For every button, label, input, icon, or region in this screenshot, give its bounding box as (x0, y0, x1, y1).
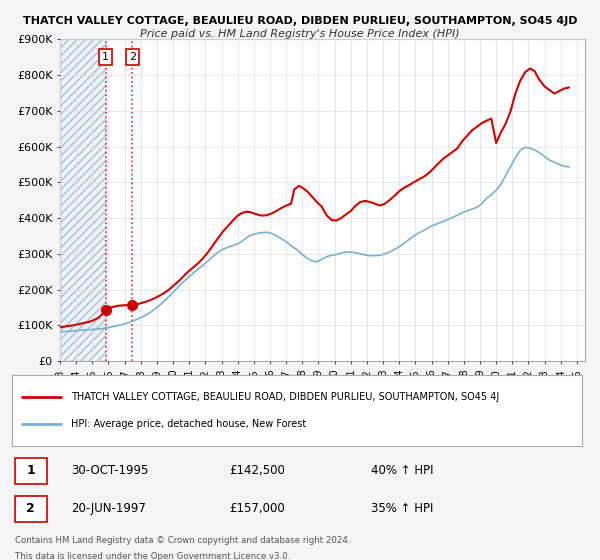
Text: 2: 2 (128, 52, 136, 62)
Text: THATCH VALLEY COTTAGE, BEAULIEU ROAD, DIBDEN PURLIEU, SOUTHAMPTON, SO45 4JD: THATCH VALLEY COTTAGE, BEAULIEU ROAD, DI… (23, 16, 577, 26)
Text: THATCH VALLEY COTTAGE, BEAULIEU ROAD, DIBDEN PURLIEU, SOUTHAMPTON, SO45 4J: THATCH VALLEY COTTAGE, BEAULIEU ROAD, DI… (71, 392, 499, 402)
Text: 20-JUN-1997: 20-JUN-1997 (71, 502, 146, 515)
Text: 40% ↑ HPI: 40% ↑ HPI (371, 464, 433, 477)
Text: HPI: Average price, detached house, New Forest: HPI: Average price, detached house, New … (71, 419, 306, 429)
Text: Contains HM Land Registry data © Crown copyright and database right 2024.: Contains HM Land Registry data © Crown c… (15, 536, 350, 545)
Bar (60, 39, 106, 361)
Text: 1: 1 (26, 464, 35, 477)
Text: £157,000: £157,000 (229, 502, 285, 515)
Text: £142,500: £142,500 (229, 464, 286, 477)
Text: 30-OCT-1995: 30-OCT-1995 (71, 464, 148, 477)
FancyBboxPatch shape (15, 458, 47, 484)
Text: 35% ↑ HPI: 35% ↑ HPI (371, 502, 433, 515)
Text: 2: 2 (26, 502, 35, 515)
Text: 1: 1 (102, 52, 109, 62)
FancyBboxPatch shape (12, 375, 582, 446)
Text: Price paid vs. HM Land Registry's House Price Index (HPI): Price paid vs. HM Land Registry's House … (140, 29, 460, 39)
Text: This data is licensed under the Open Government Licence v3.0.: This data is licensed under the Open Gov… (15, 552, 290, 560)
Bar (60, 39, 106, 361)
FancyBboxPatch shape (15, 496, 47, 522)
